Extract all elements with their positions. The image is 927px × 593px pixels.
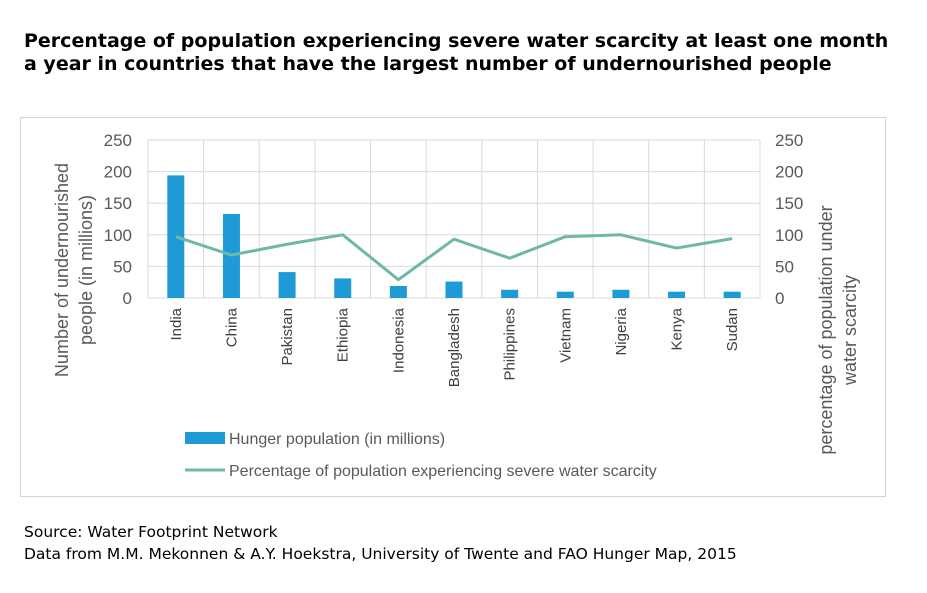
x-category-label: Vietnam	[557, 308, 574, 363]
y-left-tick-label: 150	[104, 194, 132, 213]
x-category-label: India	[168, 307, 185, 340]
y-left-tick-label: 200	[104, 163, 132, 182]
y-right-tick-label: 250	[775, 131, 803, 150]
x-category-label: China	[223, 307, 240, 347]
y-right-tick-label: 50	[775, 257, 794, 276]
y-right-tick-label: 200	[775, 163, 803, 182]
x-category-label: Indonesia	[390, 307, 407, 373]
bar	[334, 278, 351, 298]
y-left-tick-label: 100	[104, 226, 132, 245]
source-line: Source: Water Footprint Network	[24, 521, 737, 543]
bar	[724, 292, 741, 298]
y-right-tick-label: 100	[775, 226, 803, 245]
y-left-tick-label: 50	[113, 257, 132, 276]
data-source-line: Data from M.M. Mekonnen & A.Y. Hoekstra,…	[24, 543, 737, 565]
y-right-tick-label: 0	[775, 289, 784, 308]
y-right-axis-title: percentage of population under	[816, 205, 836, 454]
bar	[390, 286, 407, 298]
x-category-label: Bangladesh	[446, 308, 463, 387]
bar	[557, 292, 574, 298]
bar	[501, 290, 518, 298]
bar	[279, 272, 296, 298]
y-left-axis-title: people (in millions)	[76, 195, 96, 345]
y-right-tick-label: 150	[775, 194, 803, 213]
y-left-axis-title: Number of undernourished	[52, 163, 72, 377]
y-left-tick-label: 0	[123, 289, 132, 308]
y-right-axis-title: water scarcity	[840, 275, 860, 386]
x-category-label: Philippines	[502, 308, 519, 381]
bar	[612, 290, 629, 298]
bar	[446, 282, 463, 298]
chart-svg: 0 0 50 50 100 100 150 150 200 200 250 250 India China…	[0, 0, 927, 593]
x-category-label: Kenya	[669, 307, 686, 350]
y-left-tick-label: 250	[104, 131, 132, 150]
x-category-label: Nigeria	[613, 307, 630, 355]
source-block: Source: Water Footprint Network Data fro…	[24, 521, 737, 565]
legend-line-label: Percentage of population experiencing se…	[229, 463, 657, 480]
x-category-label: Sudan	[724, 308, 741, 351]
x-category-label: Pakistan	[279, 308, 296, 366]
x-category-label: Ethiopia	[335, 307, 352, 362]
bar	[668, 292, 685, 298]
legend-bar-swatch	[185, 432, 225, 444]
legend-bar-label: Hunger population (in millions)	[229, 431, 445, 448]
